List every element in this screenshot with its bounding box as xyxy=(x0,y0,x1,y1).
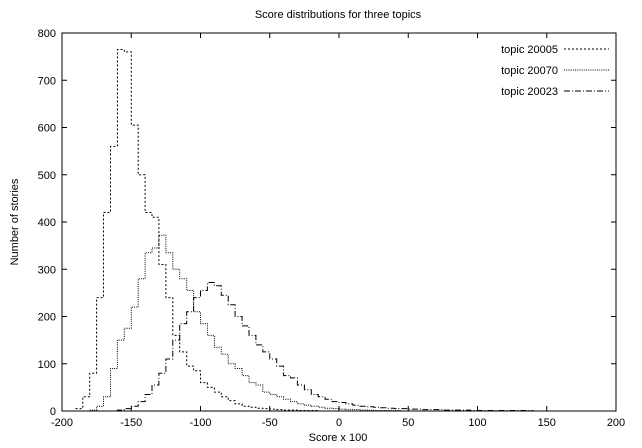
x-tick-label: -100 xyxy=(189,417,211,429)
chart-title: Score distributions for three topics xyxy=(255,9,422,21)
y-tick-label: 600 xyxy=(38,123,56,135)
y-tick-label: 700 xyxy=(38,75,56,87)
series-topic-20005-line xyxy=(62,49,616,412)
y-tick-label: 400 xyxy=(38,217,56,229)
y-tick-label: 500 xyxy=(38,170,56,182)
x-tick-label: 100 xyxy=(468,417,486,429)
series-topic-20070-line xyxy=(62,234,616,412)
y-tick-label: 800 xyxy=(38,28,56,40)
legend-label: topic 20023 xyxy=(501,86,558,98)
x-tick-label: -150 xyxy=(120,417,142,429)
y-axis: 0 100 200 300 400 500 600 700 800 xyxy=(38,28,616,418)
series-topic-20023-line xyxy=(62,282,616,412)
x-tick-label: -200 xyxy=(51,417,73,429)
legend-label: topic 20005 xyxy=(501,44,558,56)
x-tick-label: 50 xyxy=(402,417,414,429)
x-tick-label: -50 xyxy=(262,417,278,429)
y-tick-label: 300 xyxy=(38,264,56,276)
y-tick-label: 200 xyxy=(38,312,56,324)
y-tick-label: 0 xyxy=(50,406,56,418)
legend-label: topic 20070 xyxy=(501,65,558,77)
legend: topic 20005 topic 20070 topic 20023 xyxy=(501,44,609,98)
series-layer xyxy=(62,49,616,412)
x-axis: -200 -150 -100 -50 0 50 100 150 200 xyxy=(51,33,625,429)
x-axis-label: Score x 100 xyxy=(309,432,368,444)
x-tick-label: 200 xyxy=(607,417,625,429)
x-tick-label: 0 xyxy=(336,417,342,429)
y-axis-label: Number of stories xyxy=(9,178,21,265)
x-tick-label: 150 xyxy=(538,417,556,429)
y-tick-label: 100 xyxy=(38,359,56,371)
